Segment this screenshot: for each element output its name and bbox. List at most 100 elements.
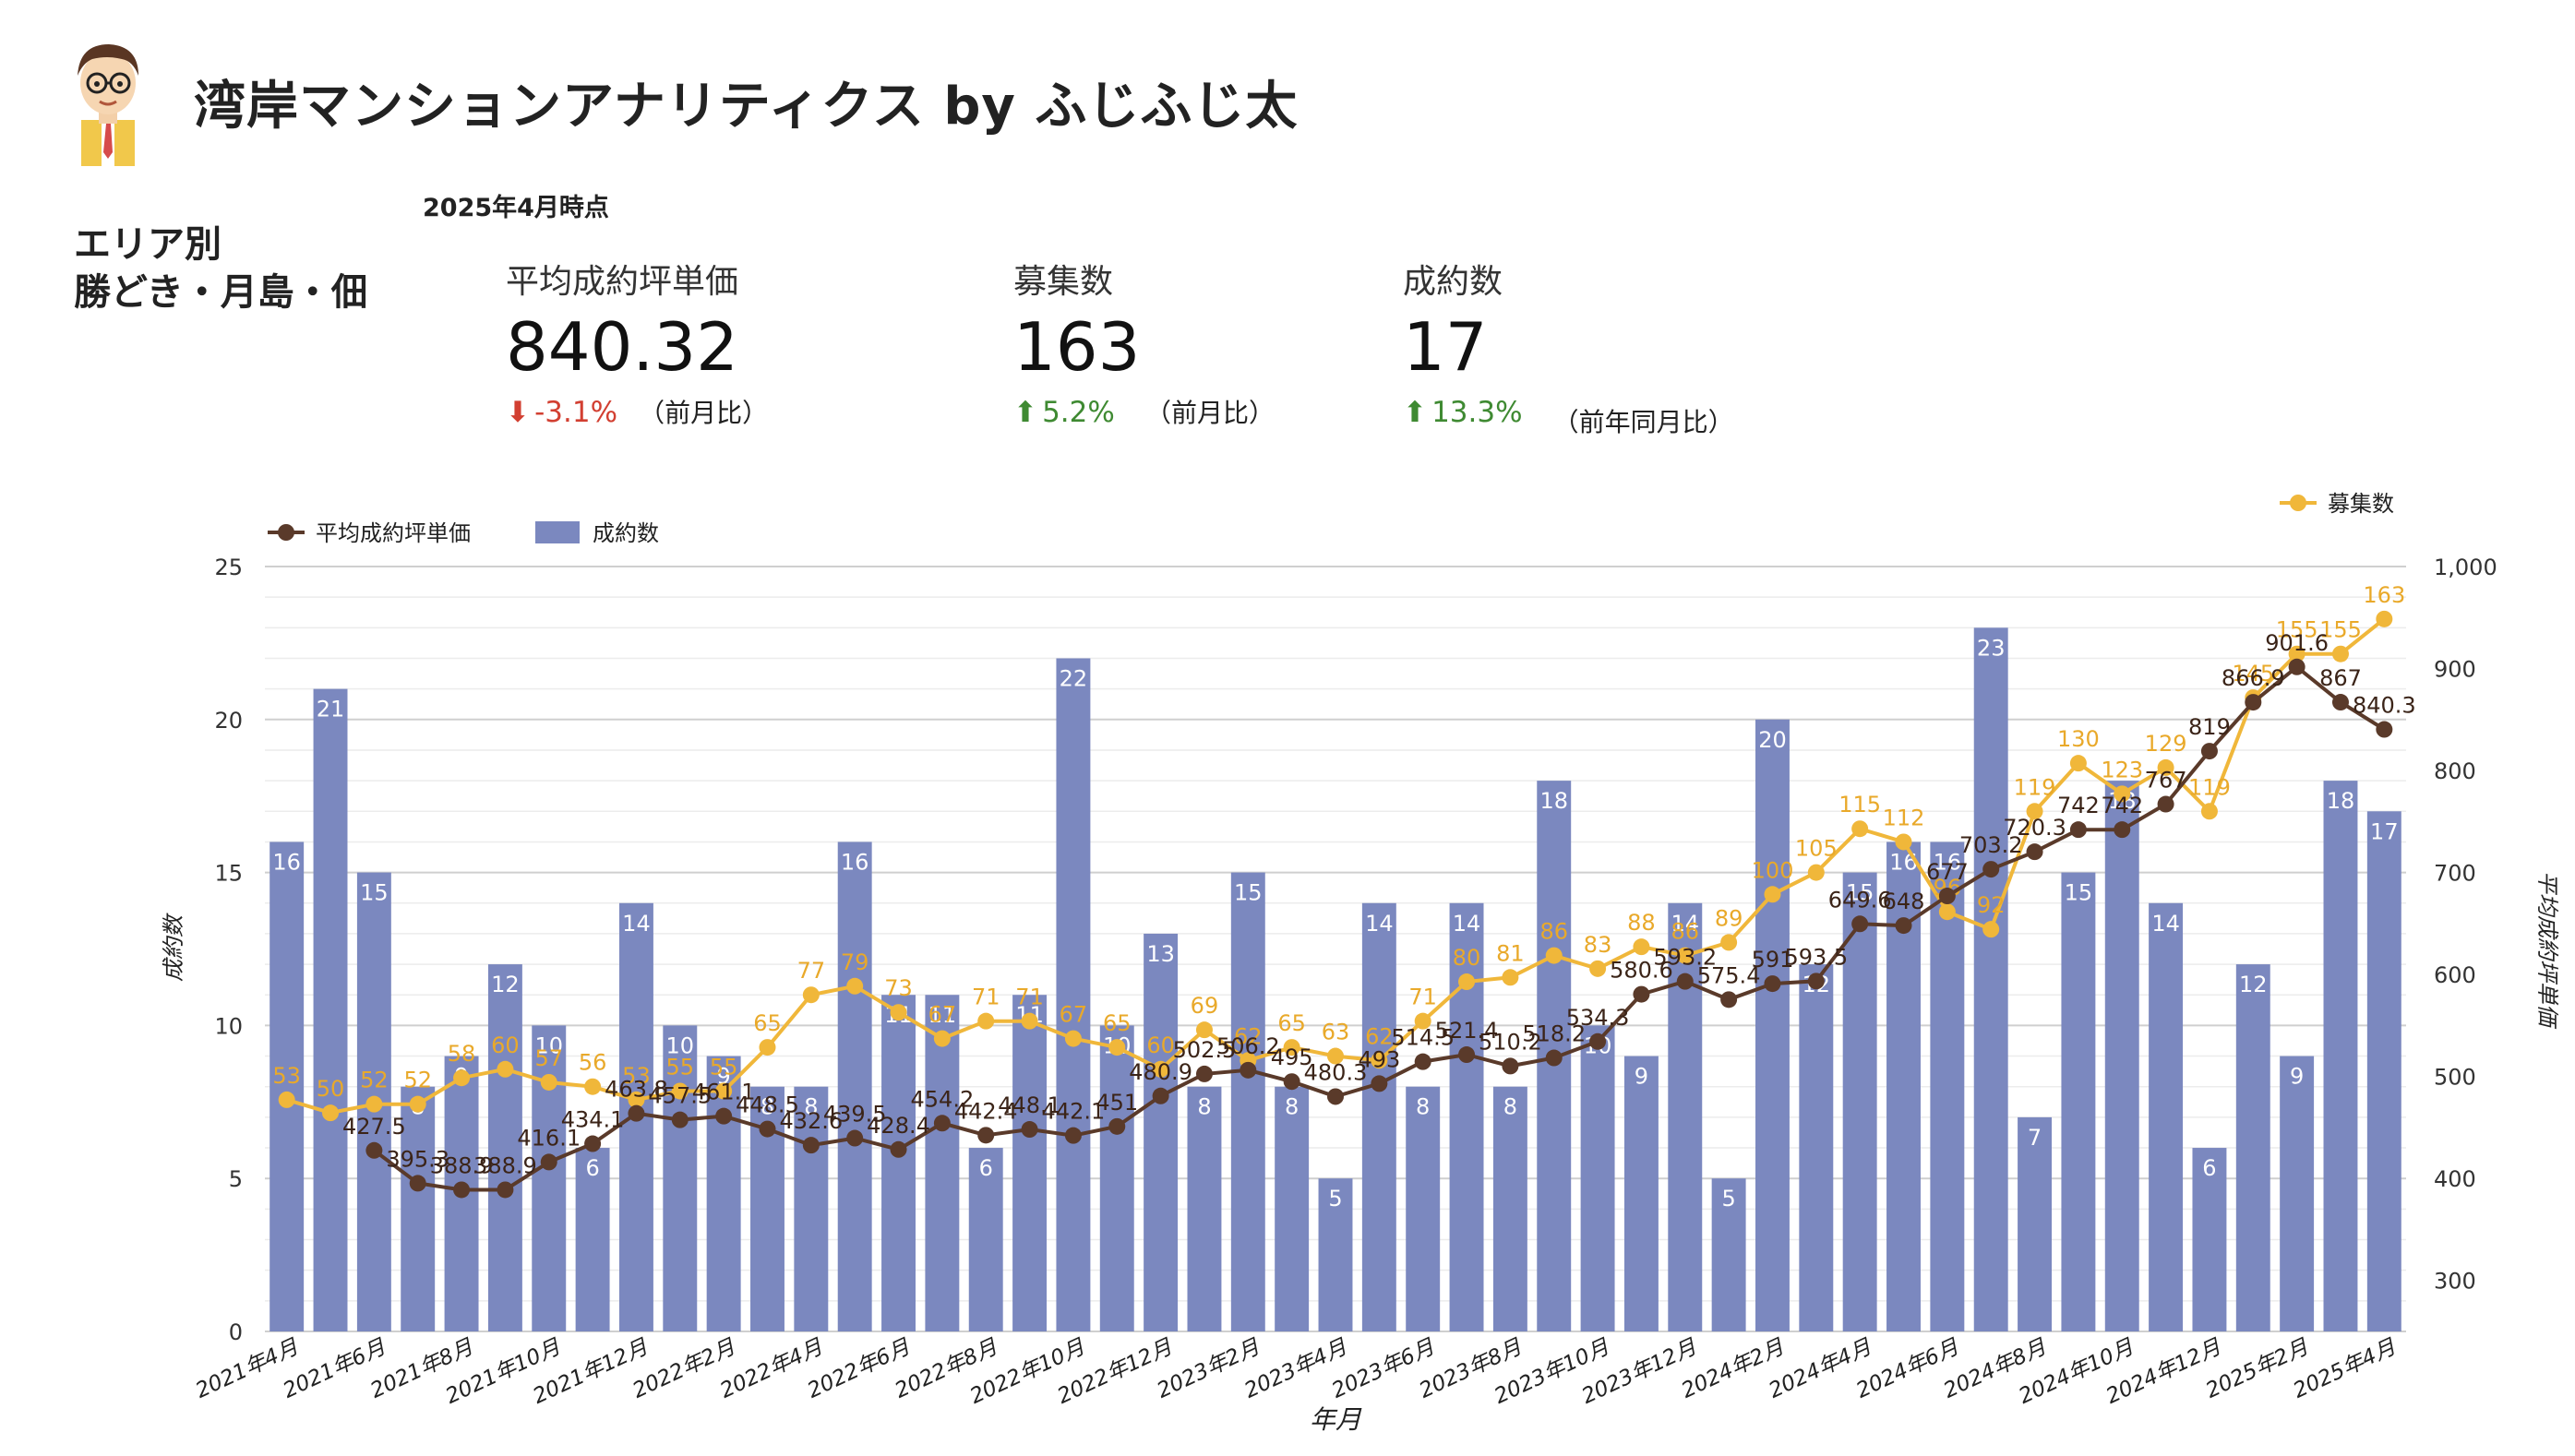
listings-data-label: 60 [491,1032,520,1058]
listings-point [1676,947,1694,964]
bar-data-label: 18 [2327,788,2355,814]
price-point [2331,694,2349,711]
listings-point [2114,785,2131,803]
listings-point [365,1095,383,1113]
price-point [409,1175,426,1192]
listings-point [1283,1039,1300,1056]
kpi-comparison: （前月比） [1144,398,1275,428]
kpi-change: 5.2% [1042,396,1115,429]
price-point [671,1111,689,1128]
price-data-label: 461.1 [692,1080,756,1105]
y-right-tick-label: 800 [2434,758,2476,784]
kpi-change: -3.1% [534,396,618,429]
bar-data-label: 16 [1934,849,1962,875]
bar [1580,1025,1615,1331]
price-point [1633,985,1650,1003]
arrow-down-icon: ⬇ [506,396,530,429]
listings-data-label: 71 [1015,985,1044,1010]
listings-point [540,1073,557,1091]
listings-data-label: 53 [622,1063,651,1089]
price-point [1414,1053,1431,1070]
x-axis-title: 年月 [1310,1404,1362,1435]
price-data-label: 480.9 [1129,1059,1192,1085]
bar [1012,995,1048,1331]
listings-data-label: 65 [1103,1010,1132,1036]
listings-point [453,1069,471,1087]
listings-data-label: 88 [1627,910,1656,936]
price-data-label: 649.6 [1828,887,1892,913]
bar-data-label: 14 [1671,911,1700,937]
bar-data-label: 16 [272,849,301,875]
bar-data-label: 7 [2028,1125,2042,1151]
listings-point [802,986,820,1004]
as-of-date: 2025年4月時点 [423,194,609,222]
kpi-label: 成約数 [1403,263,1503,301]
bar [575,1148,610,1331]
bar-data-label: 6 [2202,1155,2216,1181]
price-point [1327,1088,1344,1105]
bar [487,964,522,1331]
price-point [1021,1121,1038,1139]
price-data-label: 514.5 [1391,1025,1455,1051]
price-point [890,1140,907,1158]
area-heading: エリア別 [74,223,222,266]
price-point [2157,795,2174,813]
y-right-tick-label: 300 [2434,1269,2476,1295]
bar [881,995,916,1331]
y-left-tick-label: 15 [214,861,243,887]
listings-data-label: 60 [1146,1032,1175,1058]
price-data-label: 454.2 [911,1086,975,1112]
price-data-label: 457.5 [648,1083,712,1109]
price-data-label: 593.2 [1653,945,1717,971]
price-point [2026,843,2043,861]
price-point [802,1137,820,1154]
listings-data-label: 71 [1408,985,1437,1010]
bar [968,1148,1003,1331]
price-data-label: 840.3 [2353,693,2416,719]
y-left-tick-label: 25 [214,555,243,580]
listings-point [1764,886,1781,903]
listings-data-label: 89 [1715,905,1743,931]
bar [1230,872,1265,1331]
bar-data-label: 13 [1146,941,1175,967]
listings-point [1502,969,1519,986]
bar [1275,1086,1310,1331]
listings-data-label: 86 [1671,919,1700,945]
bar-data-label: 8 [1197,1094,1211,1120]
listings-data-label: 145 [2232,661,2274,686]
bar [269,841,305,1331]
y-right-axis-title: 平均成約坪単価 [2534,871,2560,1030]
price-data-label: 442.1 [1042,1099,1106,1125]
listings-data-label: 67 [928,1002,957,1028]
price-point [2288,658,2306,675]
bar-data-label: 8 [804,1094,818,1120]
listings-data-label: 77 [797,958,826,984]
listings-point [497,1060,514,1078]
listings-data-label: 80 [1453,945,1481,971]
kpi-value: 163 [1013,308,1141,386]
kpi-label: 募集数 [1013,263,1114,301]
price-point [1108,1117,1126,1135]
listings-data-label: 129 [2145,731,2187,757]
listings-point [1064,1030,1082,1047]
kpi-label: 平均成約坪単価 [506,263,739,301]
listings-point [628,1091,645,1108]
legend-bars-label: 成約数 [593,520,659,546]
listings-point [2376,610,2393,627]
listings-point [584,1078,602,1095]
price-data-label: 521.4 [1435,1018,1499,1044]
listings-data-label: 56 [579,1050,607,1076]
listings-point [671,1082,689,1100]
listings-point [1938,903,1956,921]
listings-point [1021,1012,1038,1030]
listings-data-label: 79 [841,949,869,975]
bar-data-label: 20 [1758,727,1787,753]
bar [1711,1178,1746,1331]
listings-point [1633,938,1650,956]
price-data-label: 703.2 [1959,832,2023,858]
bar [2018,1116,2053,1331]
listings-data-label: 58 [448,1041,476,1067]
bar [837,841,872,1331]
listings-data-label: 62 [1365,1023,1394,1049]
bar-data-label: 9 [717,1064,731,1090]
